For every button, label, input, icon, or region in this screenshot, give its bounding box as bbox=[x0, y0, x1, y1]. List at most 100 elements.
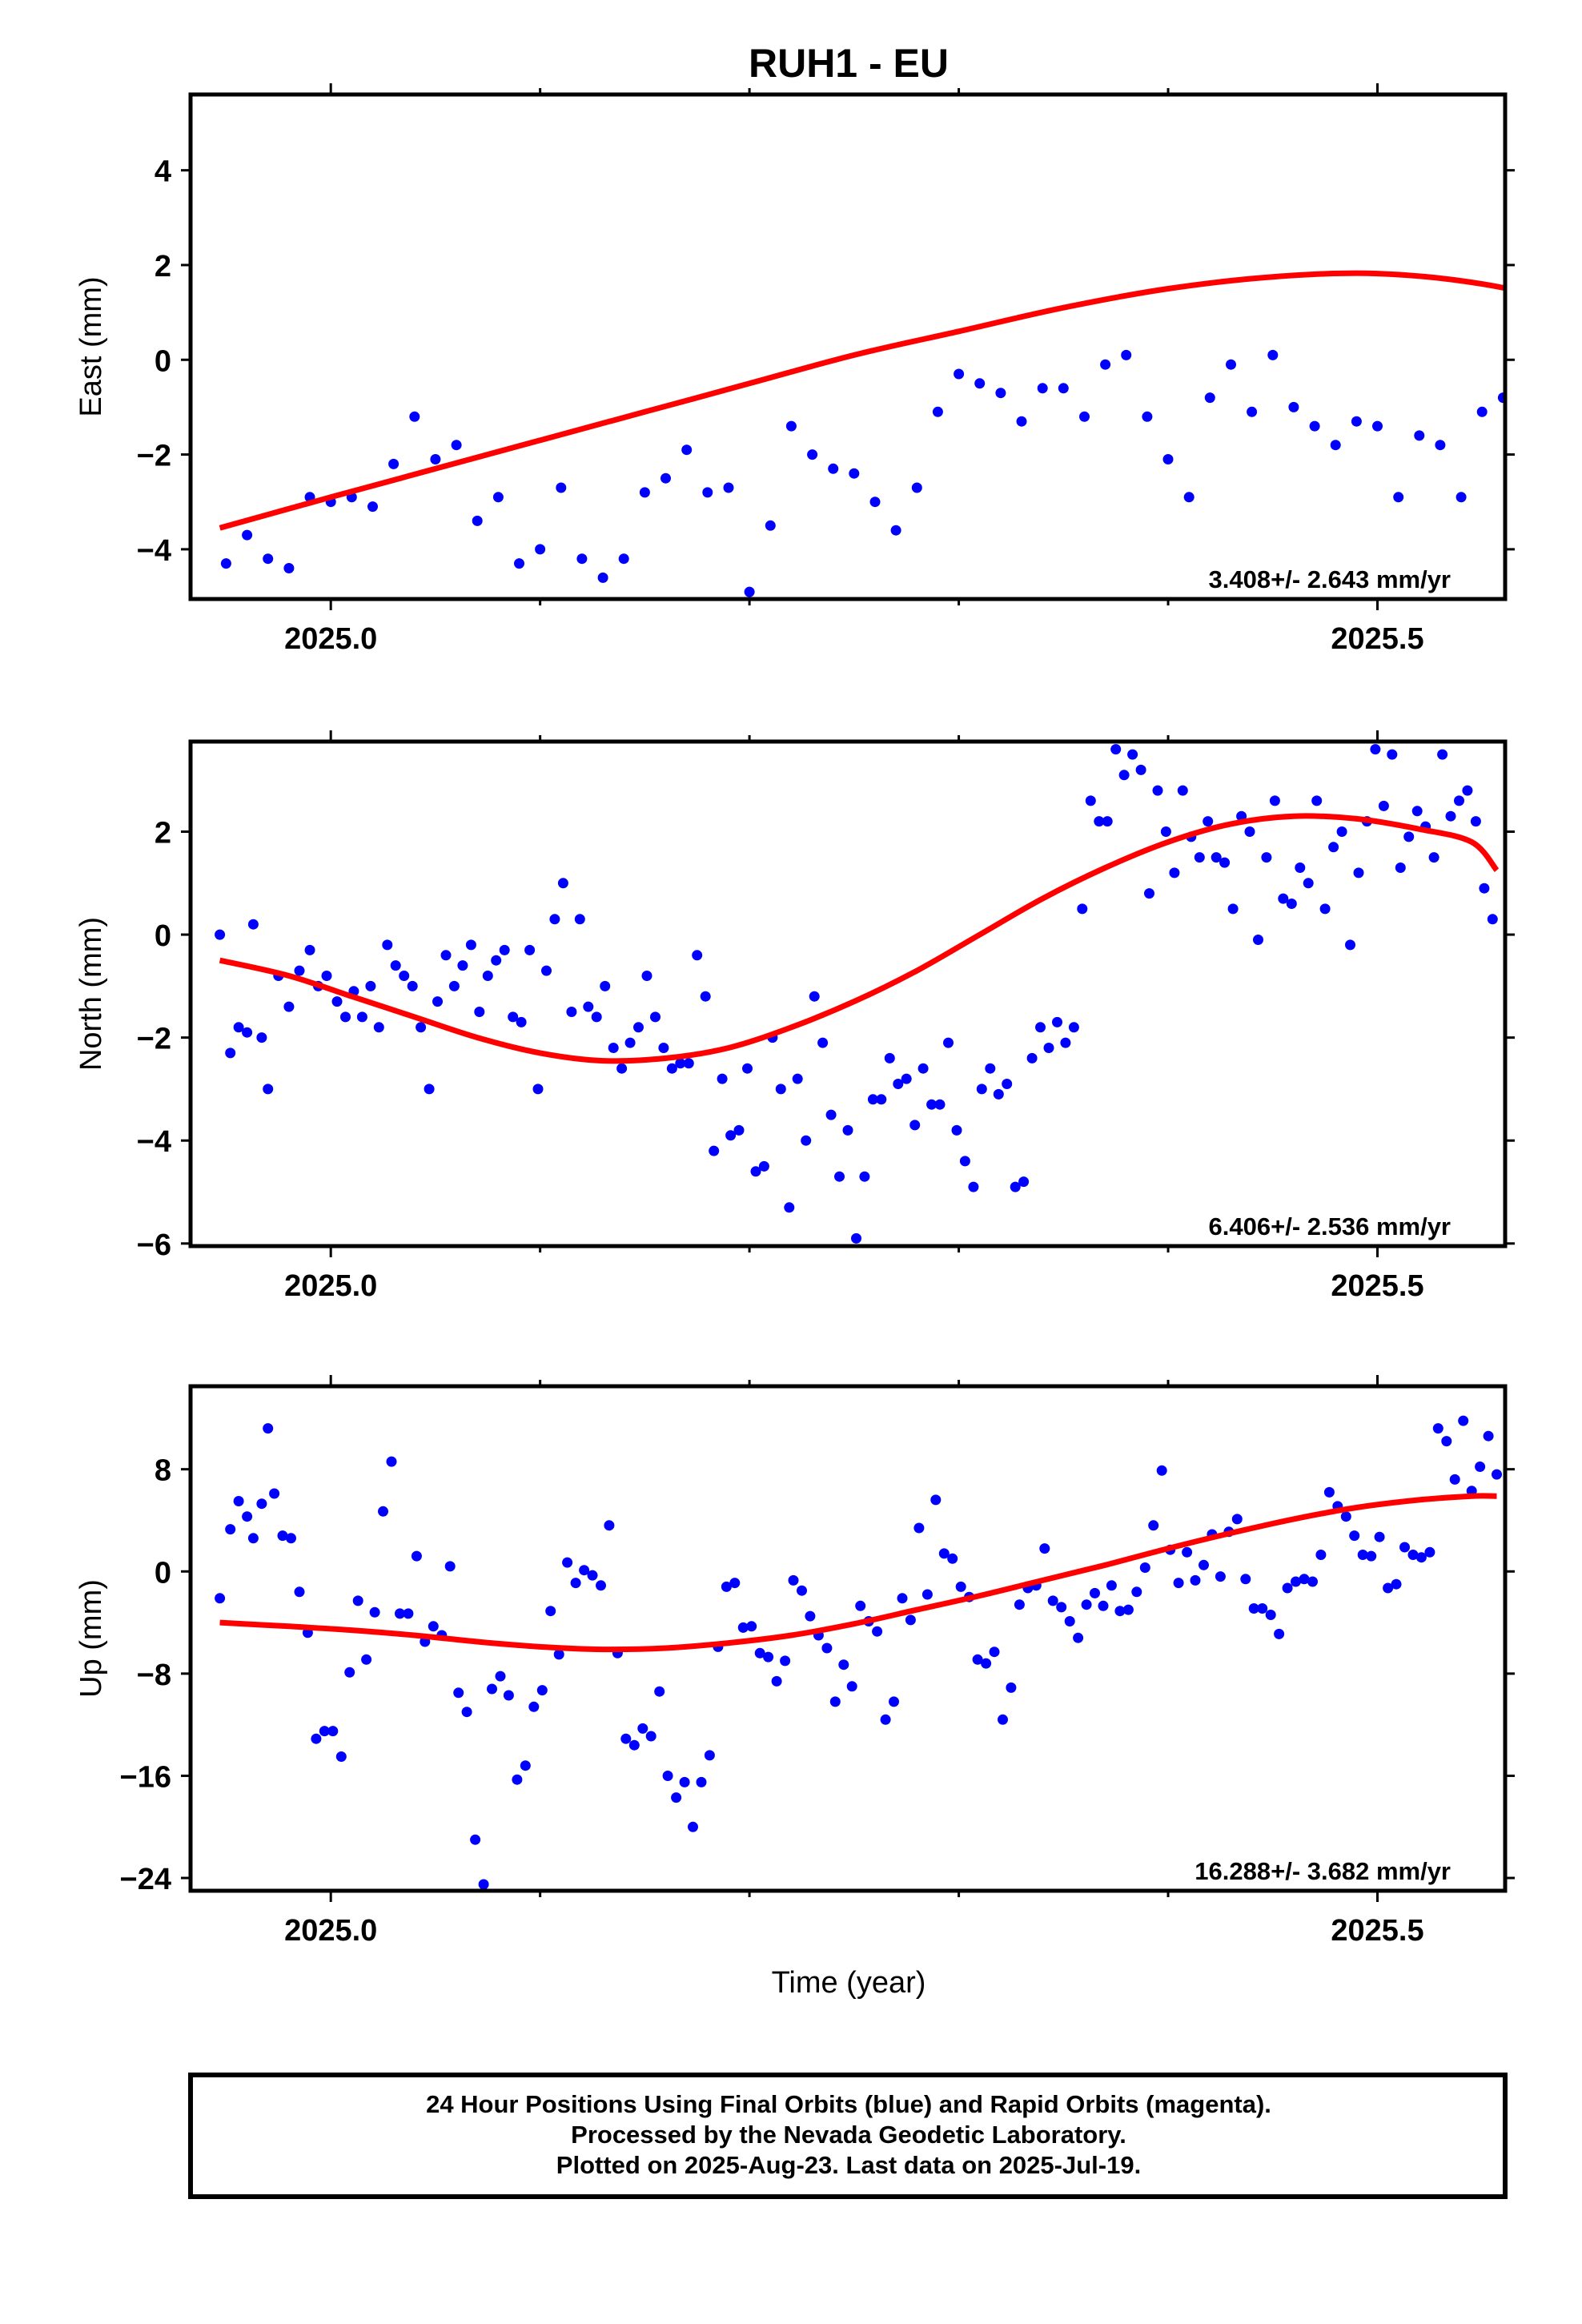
data-point bbox=[220, 558, 231, 569]
data-point bbox=[1319, 903, 1331, 915]
footer-box bbox=[188, 2073, 1508, 2199]
data-point bbox=[532, 1084, 544, 1095]
data-point bbox=[335, 1751, 347, 1762]
data-point bbox=[570, 1578, 581, 1589]
data-point bbox=[679, 1776, 690, 1787]
data-point bbox=[574, 914, 585, 925]
data-point bbox=[536, 1685, 548, 1696]
data-point bbox=[932, 406, 943, 417]
rate-annotation: 16.288+/- 3.682 mm/yr bbox=[1195, 1857, 1451, 1885]
data-point bbox=[1269, 795, 1280, 806]
x-tick-label: 2025.0 bbox=[284, 1269, 377, 1303]
data-point bbox=[807, 449, 818, 460]
data-point bbox=[465, 939, 476, 951]
plot-frame bbox=[188, 92, 1508, 601]
data-point bbox=[851, 1232, 861, 1244]
data-point bbox=[1454, 795, 1464, 806]
data-point bbox=[1203, 816, 1214, 827]
data-point bbox=[430, 454, 441, 464]
data-point bbox=[597, 572, 608, 583]
data-point bbox=[1445, 810, 1456, 822]
data-point bbox=[828, 463, 839, 474]
data-point bbox=[1387, 749, 1398, 760]
data-point bbox=[671, 1792, 682, 1803]
data-point bbox=[388, 458, 400, 469]
data-point bbox=[616, 1063, 628, 1074]
data-point bbox=[545, 1606, 556, 1617]
data-point bbox=[1060, 1037, 1071, 1048]
data-point bbox=[600, 980, 611, 991]
data-point bbox=[319, 1726, 330, 1737]
data-point bbox=[461, 1707, 472, 1718]
data-point bbox=[556, 482, 567, 493]
data-point bbox=[968, 1181, 979, 1192]
data-point bbox=[721, 1581, 732, 1592]
y-tick-label: −16 bbox=[120, 1760, 171, 1794]
data-point bbox=[998, 1714, 1008, 1725]
data-point bbox=[763, 1651, 774, 1663]
data-point bbox=[1403, 831, 1415, 842]
data-point bbox=[742, 1063, 753, 1074]
data-point bbox=[1399, 1542, 1410, 1553]
data-point bbox=[1282, 1582, 1293, 1594]
data-point bbox=[785, 420, 797, 432]
fit-curve bbox=[219, 270, 1505, 531]
data-point bbox=[771, 1675, 782, 1687]
data-point bbox=[1135, 764, 1146, 775]
data-point bbox=[1047, 1595, 1058, 1606]
data-point bbox=[478, 1879, 489, 1890]
data-point bbox=[1215, 1571, 1226, 1582]
data-point bbox=[1435, 440, 1446, 451]
data-point bbox=[1257, 1603, 1268, 1614]
data-point bbox=[792, 1073, 803, 1084]
data-point bbox=[989, 1647, 1000, 1658]
data-point bbox=[1372, 420, 1383, 432]
data-point bbox=[780, 1655, 791, 1667]
data-point bbox=[959, 1156, 970, 1167]
data-point bbox=[624, 1037, 636, 1048]
data-point bbox=[784, 1202, 795, 1213]
data-point bbox=[535, 544, 546, 555]
data-point bbox=[286, 1533, 296, 1544]
data-point bbox=[1560, 269, 1571, 279]
data-point bbox=[890, 525, 901, 536]
data-point bbox=[294, 1586, 305, 1598]
data-point bbox=[905, 1614, 916, 1626]
data-points bbox=[215, 1415, 1502, 1890]
data-point bbox=[1441, 1436, 1452, 1447]
y-tick-label: 0 bbox=[155, 344, 171, 378]
data-point bbox=[869, 497, 881, 508]
footer-line-2: Processed by the Nevada Geodetic Laborat… bbox=[571, 2121, 1126, 2149]
data-point bbox=[637, 1723, 648, 1734]
x-tick-label: 2025.0 bbox=[284, 1914, 377, 1948]
data-point bbox=[451, 440, 462, 451]
data-point bbox=[1415, 1552, 1427, 1563]
data-point bbox=[576, 553, 588, 565]
data-point bbox=[1079, 411, 1090, 422]
data-point bbox=[399, 971, 410, 981]
data-point bbox=[416, 1022, 427, 1033]
data-point bbox=[1114, 1606, 1126, 1617]
data-point bbox=[1006, 1682, 1017, 1693]
data-point bbox=[1162, 454, 1174, 464]
data-point bbox=[1315, 1550, 1327, 1560]
plot-frame bbox=[188, 1384, 1508, 1893]
data-point bbox=[1199, 1559, 1209, 1570]
footer-line-1: 24 Hour Positions Using Final Orbits (bl… bbox=[426, 2090, 1271, 2118]
data-point bbox=[1039, 1543, 1050, 1554]
y-tick-label: −24 bbox=[120, 1863, 171, 1896]
data-point bbox=[746, 1621, 757, 1632]
data-point bbox=[901, 1073, 912, 1084]
y-tick-label: 2 bbox=[155, 250, 171, 283]
data-point bbox=[921, 1589, 933, 1600]
data-point bbox=[524, 944, 536, 955]
data-point bbox=[562, 1557, 573, 1568]
data-point bbox=[893, 1079, 904, 1089]
data-point bbox=[1330, 440, 1341, 451]
data-point bbox=[256, 1032, 267, 1043]
data-point bbox=[821, 1642, 833, 1654]
data-point bbox=[729, 1578, 741, 1589]
data-point bbox=[263, 1084, 274, 1095]
data-point bbox=[1475, 1462, 1486, 1472]
